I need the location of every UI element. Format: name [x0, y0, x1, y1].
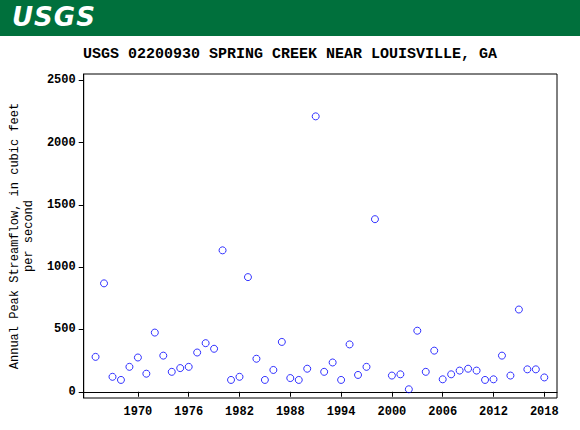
svg-text:1988: 1988 [276, 405, 305, 419]
svg-text:2006: 2006 [428, 405, 457, 419]
html-text:USGS: USGS [12, 2, 96, 32]
svg-text:1994: 1994 [327, 405, 356, 419]
svg-text:2500: 2500 [47, 73, 76, 87]
svg-text:0: 0 [69, 385, 76, 399]
svg-text:1500: 1500 [47, 198, 76, 212]
svg-text:1982: 1982 [225, 405, 254, 419]
svg-text:2012: 2012 [479, 405, 508, 419]
svg-text:Annual Peak Streamflow, in cub: Annual Peak Streamflow, in cubic feet [8, 103, 22, 369]
svg-text:2018: 2018 [530, 405, 559, 419]
svg-text:1000: 1000 [47, 260, 76, 274]
svg-text:2000: 2000 [47, 136, 76, 150]
svg-text:1970: 1970 [123, 405, 152, 419]
svg-text:2000: 2000 [377, 405, 406, 419]
svg-text:USGS 02200930 SPRING CREEK NEA: USGS 02200930 SPRING CREEK NEAR LOUISVIL… [83, 46, 497, 63]
svg-text:per second: per second [22, 200, 36, 272]
svg-text:500: 500 [54, 322, 76, 336]
svg-text:1976: 1976 [174, 405, 203, 419]
